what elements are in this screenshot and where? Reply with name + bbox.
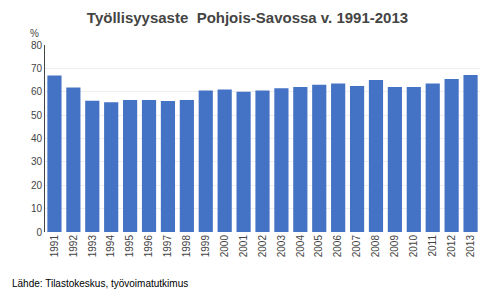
svg-text:2002: 2002 xyxy=(257,235,268,258)
svg-text:2008: 2008 xyxy=(370,235,381,258)
svg-text:2001: 2001 xyxy=(238,235,249,258)
svg-text:2009: 2009 xyxy=(389,235,400,258)
svg-text:2012: 2012 xyxy=(446,235,457,258)
svg-text:%: % xyxy=(30,28,39,39)
svg-text:2003: 2003 xyxy=(276,235,287,258)
svg-text:1998: 1998 xyxy=(181,235,192,258)
svg-text:1994: 1994 xyxy=(105,235,116,258)
svg-text:2007: 2007 xyxy=(351,235,362,258)
svg-text:2011: 2011 xyxy=(427,235,438,257)
svg-text:2004: 2004 xyxy=(295,235,306,258)
svg-text:1992: 1992 xyxy=(68,235,79,258)
svg-text:1999: 1999 xyxy=(200,235,211,258)
svg-text:0: 0 xyxy=(36,227,42,238)
svg-text:40: 40 xyxy=(31,133,43,144)
svg-text:1991: 1991 xyxy=(49,235,60,258)
svg-text:2010: 2010 xyxy=(408,235,419,258)
svg-text:2000: 2000 xyxy=(219,235,230,258)
svg-text:30: 30 xyxy=(31,156,43,167)
svg-text:60: 60 xyxy=(31,86,43,97)
svg-text:1995: 1995 xyxy=(124,235,135,258)
svg-text:1996: 1996 xyxy=(143,235,154,258)
svg-text:Työllisyysaste Pohjois-Savoss: Työllisyysaste Pohjois-Savossa v. 1991-2… xyxy=(87,9,408,26)
svg-text:80: 80 xyxy=(31,40,43,51)
svg-text:1993: 1993 xyxy=(87,235,98,258)
svg-text:2005: 2005 xyxy=(313,235,324,258)
svg-text:1997: 1997 xyxy=(162,235,173,258)
svg-text:2006: 2006 xyxy=(332,235,343,258)
svg-text:Lähde: Tilastokeskus, työvoima: Lähde: Tilastokeskus, työvoimatutkimus xyxy=(12,278,188,289)
svg-text:10: 10 xyxy=(31,203,43,214)
svg-text:70: 70 xyxy=(31,63,43,74)
svg-text:50: 50 xyxy=(31,110,43,121)
svg-text:20: 20 xyxy=(31,180,43,191)
svg-text:2013: 2013 xyxy=(465,235,476,258)
